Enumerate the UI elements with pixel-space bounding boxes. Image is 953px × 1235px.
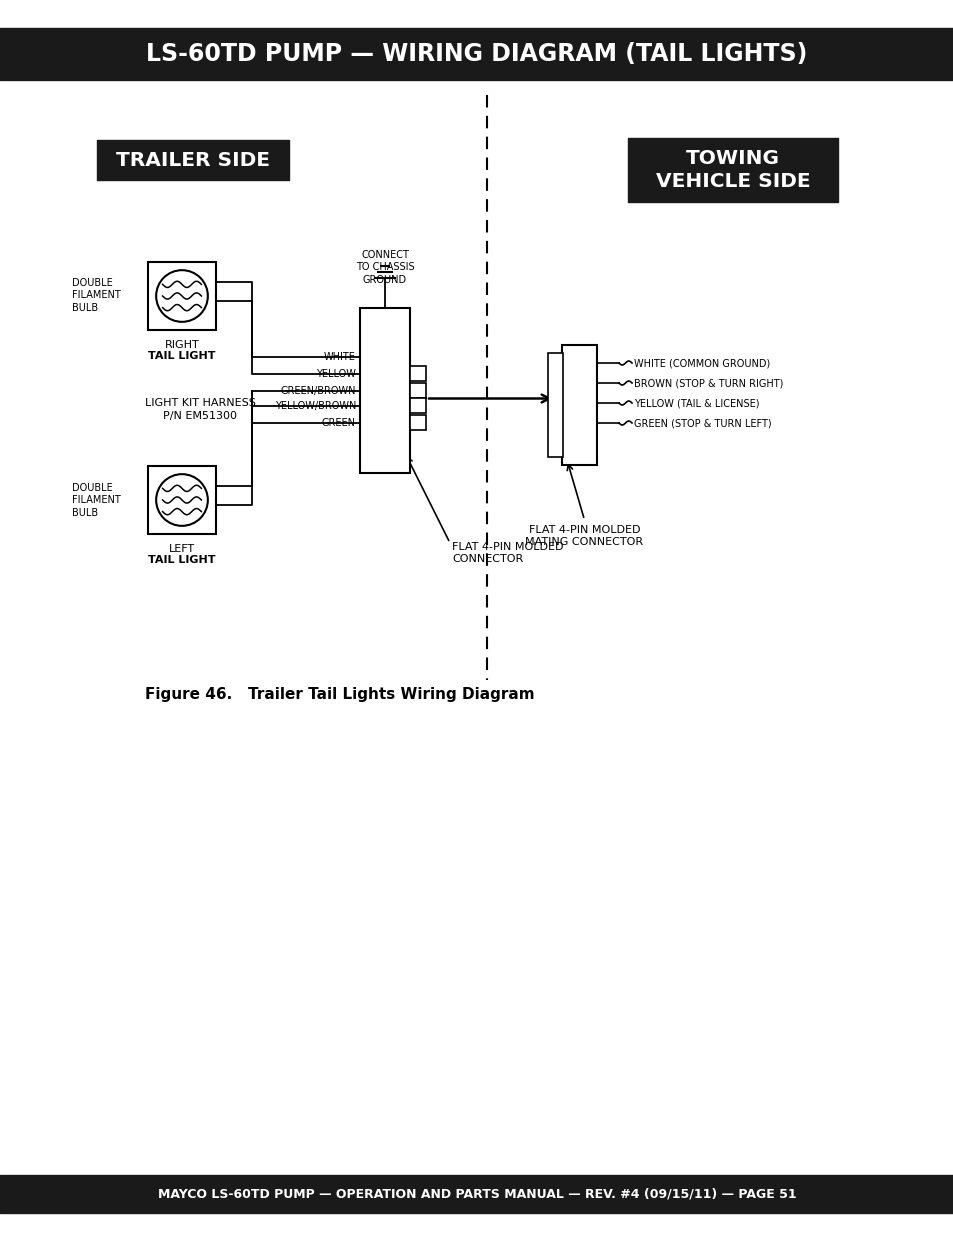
Text: TAIL LIGHT: TAIL LIGHT	[148, 555, 215, 564]
Text: P/N EM51300: P/N EM51300	[163, 411, 236, 421]
Text: FLAT 4-PIN MOLDED
MATING CONNECTOR: FLAT 4-PIN MOLDED MATING CONNECTOR	[525, 525, 643, 547]
Bar	[410, 366, 426, 382]
Text: BROWN (STOP & TURN RIGHT): BROWN (STOP & TURN RIGHT)	[634, 378, 782, 388]
Bar	[410, 383, 426, 398]
Text: Figure 46.   Trailer Tail Lights Wiring Diagram: Figure 46. Trailer Tail Lights Wiring Di…	[145, 688, 535, 703]
Text: GREEN: GREEN	[322, 417, 355, 429]
Text: YELLOW (TAIL & LICENSE): YELLOW (TAIL & LICENSE)	[634, 398, 759, 408]
Text: MAYCO LS-60TD PUMP — OPERATION AND PARTS MANUAL — REV. #4 (09/15/11) — PAGE 51: MAYCO LS-60TD PUMP — OPERATION AND PARTS…	[157, 1188, 796, 1200]
Text: LEFT: LEFT	[169, 543, 194, 555]
Text: LS-60TD PUMP — WIRING DIAGRAM (TAIL LIGHTS): LS-60TD PUMP — WIRING DIAGRAM (TAIL LIGH…	[146, 42, 807, 65]
Bar	[561, 345, 597, 466]
Text: LIGHT KIT HARNESS: LIGHT KIT HARNESS	[145, 398, 255, 408]
Bar	[359, 308, 410, 473]
Text: TAIL LIGHT: TAIL LIGHT	[148, 351, 215, 361]
Circle shape	[156, 474, 208, 526]
Text: YELLOW/BROWN: YELLOW/BROWN	[274, 401, 355, 411]
Text: GREEN/BROWN: GREEN/BROWN	[280, 387, 355, 396]
Text: RIGHT: RIGHT	[165, 340, 199, 350]
Text: TRAILER SIDE: TRAILER SIDE	[116, 151, 270, 169]
Bar	[410, 398, 426, 412]
Bar	[547, 353, 562, 457]
Text: DOUBLE
FILAMENT
BULB: DOUBLE FILAMENT BULB	[71, 483, 121, 517]
Bar	[148, 466, 215, 534]
Text: DOUBLE
FILAMENT
BULB: DOUBLE FILAMENT BULB	[71, 278, 121, 312]
Text: FLAT 4-PIN MOLDED
CONNECTOR: FLAT 4-PIN MOLDED CONNECTOR	[452, 542, 563, 564]
Bar	[410, 415, 426, 430]
Text: CONNECT
TO CHASSIS
GROUND: CONNECT TO CHASSIS GROUND	[355, 249, 414, 285]
Text: WHITE (COMMON GROUND): WHITE (COMMON GROUND)	[634, 358, 769, 368]
Text: WHITE: WHITE	[324, 352, 355, 362]
Circle shape	[156, 270, 208, 322]
Text: TOWING
VEHICLE SIDE: TOWING VEHICLE SIDE	[655, 148, 809, 191]
Text: YELLOW: YELLOW	[315, 369, 355, 379]
Bar	[148, 262, 215, 330]
Text: GREEN (STOP & TURN LEFT): GREEN (STOP & TURN LEFT)	[634, 417, 771, 429]
